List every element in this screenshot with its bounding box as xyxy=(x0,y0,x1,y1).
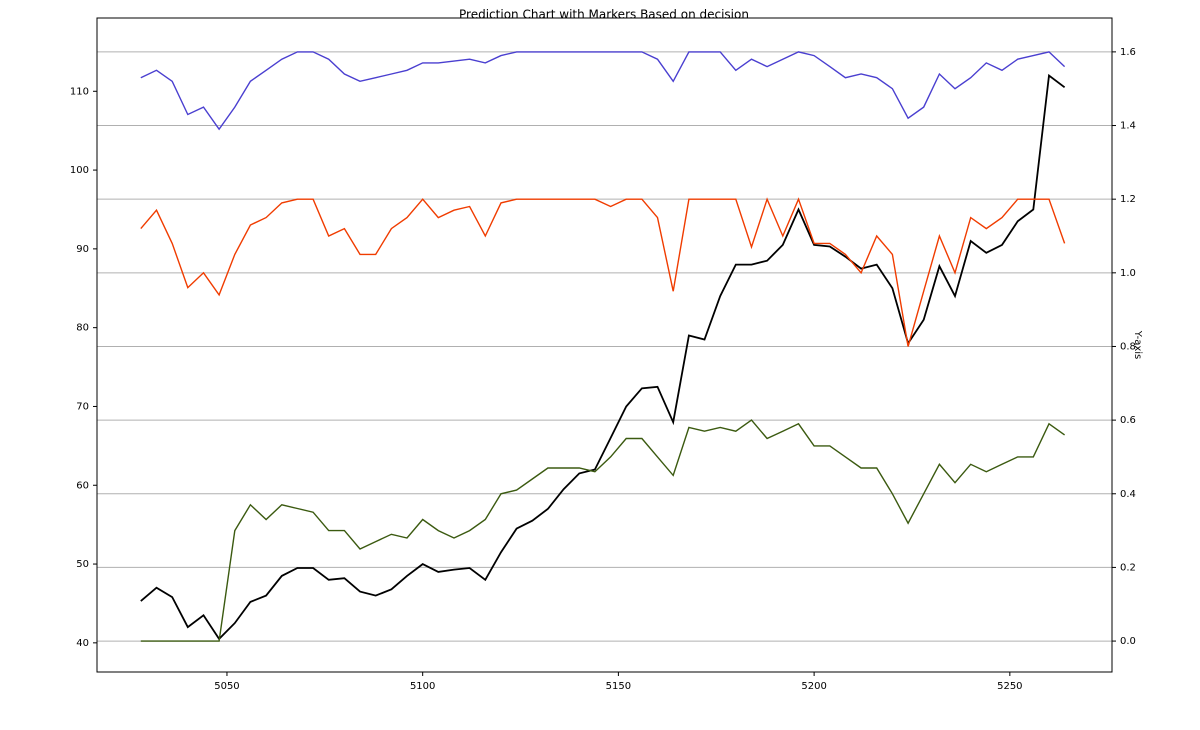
y2-tick-label: 1.0 xyxy=(1120,268,1136,279)
x-tick-label: 5250 xyxy=(997,681,1022,692)
y2-axis-label: Y-axis xyxy=(1132,330,1143,360)
y-tick-label: 110 xyxy=(70,86,89,97)
y2-tick-label: 1.6 xyxy=(1120,47,1136,58)
series-line xyxy=(140,73,1066,641)
series-line xyxy=(140,419,1066,642)
y-tick-label: 80 xyxy=(76,323,89,334)
x-tick-label: 5050 xyxy=(214,681,239,692)
y2-tick-label: 1.2 xyxy=(1120,194,1136,205)
x-tick-label: 5100 xyxy=(410,681,435,692)
chart-title: Prediction Chart with Markers Based on d… xyxy=(459,8,749,22)
y-tick-label: 70 xyxy=(76,401,89,412)
series-line xyxy=(140,197,1066,347)
y-tick-label: 90 xyxy=(76,244,89,255)
plot-frame xyxy=(96,17,1113,673)
x-tick-label: 5150 xyxy=(606,681,631,692)
y2-tick-label: 0.6 xyxy=(1120,415,1136,426)
y-tick-label: 40 xyxy=(76,638,89,649)
x-tick-label: 5200 xyxy=(801,681,826,692)
y2-tick-label: 0.8 xyxy=(1120,341,1136,352)
y2-tick-label: 0.4 xyxy=(1120,489,1136,500)
y-tick-label: 60 xyxy=(76,480,89,491)
series-line xyxy=(140,51,1066,131)
y-tick-label: 100 xyxy=(70,165,89,176)
y2-tick-label: 0.2 xyxy=(1120,562,1136,573)
y2-tick-label: 1.4 xyxy=(1120,121,1136,132)
y-tick-label: 50 xyxy=(76,559,89,570)
y2-tick-label: 0.0 xyxy=(1120,636,1136,647)
